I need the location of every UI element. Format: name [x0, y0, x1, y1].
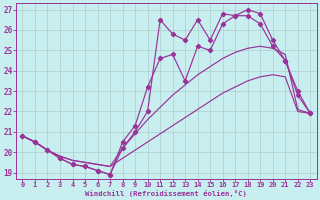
X-axis label: Windchill (Refroidissement éolien,°C): Windchill (Refroidissement éolien,°C)	[85, 190, 247, 197]
